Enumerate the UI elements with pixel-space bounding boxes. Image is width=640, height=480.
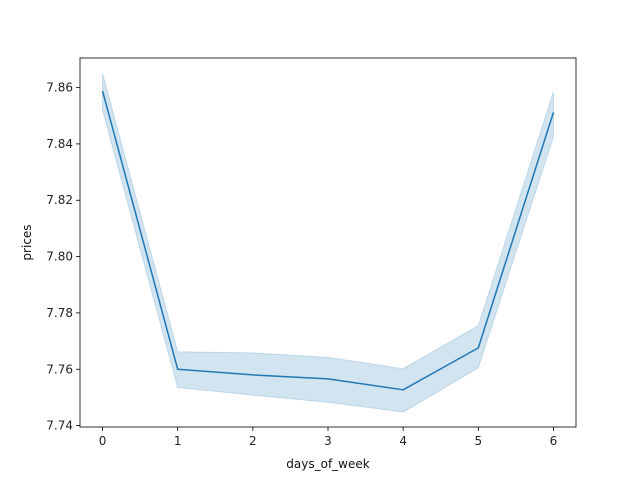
y-tick-label: 7.80: [46, 250, 73, 264]
x-tick-label: 5: [474, 434, 482, 448]
plot-frame: [79, 57, 577, 428]
x-axis-label: days_of_week: [286, 457, 369, 471]
x-tick-label: 1: [174, 434, 182, 448]
plot-area: [80, 58, 576, 427]
x-tick-label: 0: [99, 434, 107, 448]
x-axis-ticks: 0 1 2 3 4 5 6: [99, 427, 558, 448]
y-tick-label: 7.82: [46, 193, 73, 207]
confidence-band: [102, 73, 554, 413]
x-tick-label: 2: [249, 434, 257, 448]
y-tick-label: 7.76: [46, 362, 73, 376]
y-tick-label: 7.86: [46, 81, 73, 95]
y-axis-ticks: 7.74 7.76 7.78 7.80 7.82 7.84 7.86: [46, 81, 80, 433]
series-line: [101, 90, 555, 391]
y-tick-label: 7.78: [46, 306, 73, 320]
x-tick-label: 4: [399, 434, 407, 448]
x-tick-label: 6: [550, 434, 558, 448]
y-axis-label: prices: [20, 224, 34, 260]
y-tick-label: 7.74: [46, 419, 73, 433]
y-tick-label: 7.84: [46, 137, 73, 151]
x-tick-label: 3: [324, 434, 332, 448]
